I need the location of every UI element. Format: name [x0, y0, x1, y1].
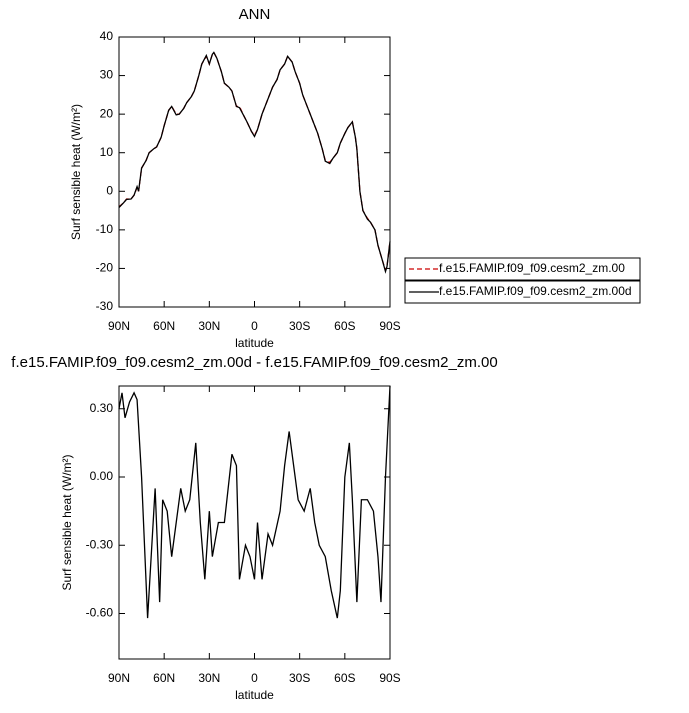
- x-tick-label: 90S: [379, 319, 400, 333]
- x-tick-label: 0: [251, 671, 258, 685]
- y-tick-label: -0.30: [86, 537, 114, 551]
- y-axis-label: Surf sensible heat (W/m²): [60, 454, 74, 590]
- y-tick-label: -20: [96, 261, 114, 275]
- chart-title: ANN: [239, 6, 271, 23]
- y-tick-label: 30: [100, 68, 114, 82]
- y-tick-label: -0.60: [86, 606, 114, 620]
- x-tick-label: 60N: [153, 671, 175, 685]
- x-tick-label: 60S: [334, 671, 355, 685]
- legend-label: f.e15.FAMIP.f09_f09.cesm2_zm.00: [439, 261, 625, 275]
- x-tick-label: 90S: [379, 671, 400, 685]
- chart-title: f.e15.FAMIP.f09_f09.cesm2_zm.00d - f.e15…: [11, 354, 497, 371]
- legend-box: [404, 280, 641, 304]
- x-tick-label: 90N: [108, 671, 130, 685]
- data-line: [118, 51, 391, 274]
- y-tick-label: 20: [100, 106, 114, 120]
- plot-frame: [118, 385, 391, 660]
- x-axis-label: latitude: [235, 336, 274, 350]
- x-axis-label: latitude: [235, 688, 274, 702]
- plot-frame: [118, 36, 391, 308]
- x-tick-label: 90N: [108, 319, 130, 333]
- y-tick-label: -30: [96, 299, 114, 313]
- data-line: [118, 385, 391, 619]
- x-tick-label: 30S: [289, 319, 310, 333]
- legend-box: [404, 257, 641, 281]
- x-tick-label: 30N: [198, 319, 220, 333]
- y-tick-label: 0: [106, 183, 113, 197]
- y-tick-label: 10: [100, 145, 114, 159]
- y-tick-label: 0.30: [90, 401, 114, 415]
- x-tick-label: 30S: [289, 671, 310, 685]
- data-line: [118, 51, 391, 273]
- x-tick-label: 60N: [153, 319, 175, 333]
- y-tick-label: -10: [96, 222, 114, 236]
- y-axis-label: Surf sensible heat (W/m²): [69, 104, 83, 240]
- x-tick-label: 60S: [334, 319, 355, 333]
- legend-label: f.e15.FAMIP.f09_f09.cesm2_zm.00d: [439, 284, 632, 298]
- x-tick-label: 0: [251, 319, 258, 333]
- y-tick-label: 0.00: [90, 469, 114, 483]
- y-tick-label: 40: [100, 29, 114, 43]
- x-tick-label: 30N: [198, 671, 220, 685]
